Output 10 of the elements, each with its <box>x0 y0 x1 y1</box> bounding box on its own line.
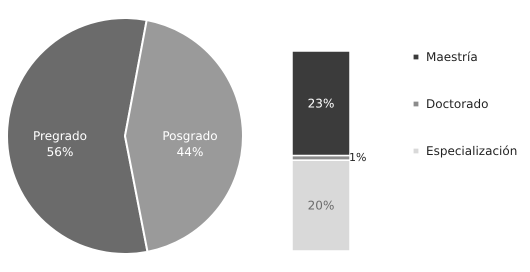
data-label: 20% <box>308 198 334 213</box>
legend-label: Doctorado <box>426 97 488 111</box>
slice-label: Posgrado <box>162 128 218 143</box>
data-label: 56% <box>46 145 74 160</box>
slice-label: Pregrado <box>33 129 87 144</box>
data-label: 23% <box>308 96 334 110</box>
legend-label: Maestría <box>426 50 478 64</box>
data-label: 44% <box>176 144 204 159</box>
legend-label: Especialización <box>426 144 518 158</box>
data-label: 1% <box>349 150 366 164</box>
